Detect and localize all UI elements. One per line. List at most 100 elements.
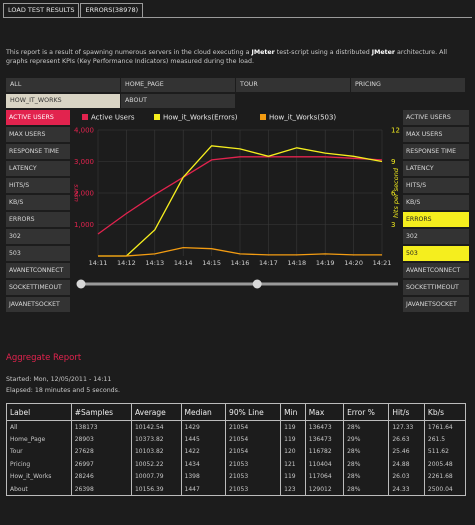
x-tick-label: 14:15	[202, 259, 221, 267]
right-metric-active-users[interactable]: ACTIVE USERS	[403, 110, 469, 125]
x-tick-label: 14:18	[287, 259, 306, 267]
left-metric-errors[interactable]: ERRORS	[6, 212, 70, 227]
tab-underline	[3, 17, 472, 18]
table-row: Tour 27628 10103.82 1422 21054 120 116782 28% 25…	[6, 445, 467, 458]
right-metric-kb-s[interactable]: KB/S	[403, 195, 469, 210]
table-row: How_it_Works 28246 10007.79 1398 21053 119 117…	[6, 470, 467, 483]
left-metric-hits-s[interactable]: HITS/S	[6, 178, 70, 193]
column-header-error[interactable]: Error %	[343, 403, 390, 421]
y-left-tick-label: 2,000	[74, 190, 94, 198]
column-header-max[interactable]: Max	[304, 403, 345, 421]
table-cell: 129012	[304, 483, 345, 496]
table-cell: 2500.04	[423, 483, 467, 496]
x-tick-label: 14:13	[145, 259, 164, 267]
left-metric-max-users[interactable]: MAX USERS	[6, 127, 70, 142]
right-metric-max-users[interactable]: MAX USERS	[403, 127, 469, 142]
table-cell: 24.33	[388, 483, 425, 496]
table-cell: 127.33	[388, 420, 425, 433]
kpi-chart: 1,000 2,000 3,000 4,000 3 6 9 12 14:11 14:12 14:13…	[72, 108, 402, 298]
table-cell: 117064	[304, 470, 345, 483]
table-cell: 10373.82	[130, 433, 182, 446]
left-metric-sockettimeout[interactable]: SOCKETTIMEOUT	[6, 280, 70, 295]
tab-load-test-results[interactable]: LOAD TEST RESULTS	[3, 3, 80, 18]
range-slider-end-handle[interactable]	[252, 279, 262, 289]
column-header-average[interactable]: Average	[130, 403, 182, 421]
column-header-kb-s[interactable]: Kb/s	[423, 403, 467, 421]
table-cell: 116782	[304, 445, 345, 458]
right-metric-errors[interactable]: ERRORS	[403, 212, 469, 227]
column-header-samples[interactable]: #Samples	[70, 403, 132, 421]
column-header-min[interactable]: Min	[280, 403, 306, 421]
table-cell: 10156.39	[130, 483, 182, 496]
page-button-pricing[interactable]: PRICING	[351, 78, 465, 92]
table-cell: 119	[280, 433, 306, 446]
table-cell: 10103.82	[130, 445, 182, 458]
right-metric-302[interactable]: 302	[403, 229, 469, 244]
page-button-all[interactable]: ALL	[6, 78, 120, 92]
right-metric-sockettimeout[interactable]: SOCKETTIMEOUT	[403, 280, 469, 295]
y-left-tick-label: 3,000	[74, 158, 94, 166]
table-cell: 21054	[225, 420, 282, 433]
legend-label: How_it_Works(Errors)	[163, 114, 238, 122]
table-cell: 28%	[343, 458, 390, 471]
elapsed-time: Elapsed: 18 minutes and 5 seconds.	[6, 387, 120, 394]
range-slider-start-handle[interactable]	[76, 279, 86, 289]
right-metric-avanetconnect[interactable]: AVANETCONNECT	[403, 263, 469, 278]
table-cell: Home_Page	[6, 433, 72, 446]
right-metric-503[interactable]: 503	[403, 246, 469, 261]
page-button-tour[interactable]: TOUR	[236, 78, 350, 92]
aggregate-title: Aggregate Report	[6, 353, 82, 363]
table-cell: About	[6, 483, 72, 496]
table-cell: 120	[280, 445, 306, 458]
table-cell: 28%	[343, 445, 390, 458]
x-tick-label: 14:12	[117, 259, 136, 267]
table-cell: 110404	[304, 458, 345, 471]
table-cell: 136473	[304, 433, 345, 446]
page-button-about[interactable]: ABOUT	[121, 94, 235, 108]
page-button-home-page[interactable]: HOME_PAGE	[121, 78, 235, 92]
left-metric-avanetconnect[interactable]: AVANETCONNECT	[6, 263, 70, 278]
right-metric-response-time[interactable]: RESPONSE TIME	[403, 144, 469, 159]
left-metric-javanetsocket[interactable]: JAVANETSOCKET	[6, 297, 70, 312]
left-metric-response-time[interactable]: RESPONSE TIME	[6, 144, 70, 159]
table-cell: 28903	[70, 433, 132, 446]
right-metric-hits-s[interactable]: HITS/S	[403, 178, 469, 193]
table-cell: 1398	[180, 470, 227, 483]
left-metric-503[interactable]: 503	[6, 246, 70, 261]
left-metric-list: ACTIVE USERS MAX USERS RESPONSE TIME LATENC…	[6, 110, 70, 314]
table-cell: 1761.64	[423, 420, 467, 433]
table-cell: 2005.48	[423, 458, 467, 471]
x-tick-label: 14:21	[373, 259, 392, 267]
table-cell: 28%	[343, 470, 390, 483]
column-header-median[interactable]: Median	[180, 403, 227, 421]
legend-label: How_it_Works(503)	[269, 114, 336, 122]
left-metric-latency[interactable]: LATENCY	[6, 161, 70, 176]
left-metric-active-users[interactable]: ACTIVE USERS	[6, 110, 70, 125]
left-metric-kb-s[interactable]: KB/S	[6, 195, 70, 210]
table-row: All 138173 10142.54 1429 21054 119 136473 28% 12…	[6, 420, 467, 433]
right-metric-latency[interactable]: LATENCY	[403, 161, 469, 176]
column-header-hit-s[interactable]: Hit/s	[388, 403, 425, 421]
table-cell: 21054	[225, 433, 282, 446]
table-cell: 1434	[180, 458, 227, 471]
column-header-90-line[interactable]: 90% Line	[225, 403, 282, 421]
x-tick-label: 14:20	[344, 259, 363, 267]
left-metric-302[interactable]: 302	[6, 229, 70, 244]
table-cell: 21053	[225, 470, 282, 483]
right-metric-javanetsocket[interactable]: JAVANETSOCKET	[403, 297, 469, 312]
table-cell: 119	[280, 470, 306, 483]
table-cell: 24.88	[388, 458, 425, 471]
tab-errors-38978[interactable]: ERRORS(38978)	[80, 3, 144, 18]
table-cell: 26.03	[388, 470, 425, 483]
report-intro: This report is a result of spawning nume…	[6, 48, 468, 66]
table-cell: 28%	[343, 420, 390, 433]
table-cell: Pricing	[6, 458, 72, 471]
y-right-tick-label: 3	[391, 221, 395, 229]
table-cell: 136473	[304, 420, 345, 433]
table-cell: 1429	[180, 420, 227, 433]
column-header-label[interactable]: Label	[6, 403, 72, 421]
table-cell: 29%	[343, 433, 390, 446]
page-button-how-it-works[interactable]: HOW_IT_WORKS	[6, 94, 120, 108]
table-cell: 21053	[225, 458, 282, 471]
kpi-chart-svg: 1,000 2,000 3,000 4,000 3 6 9 12 14:11 14:12 14:13…	[72, 114, 400, 289]
